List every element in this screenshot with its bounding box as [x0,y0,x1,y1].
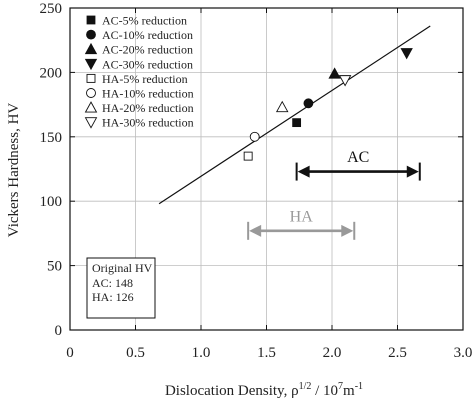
x-axis-title-sup1: 1/2 [299,381,312,392]
legend-label-ha-5pct-reduction: HA-5% reduction [102,72,188,86]
x-axis-title-sup2: 7 [338,381,343,392]
data-point-ac-10pct-reduction [303,98,314,109]
legend-marker-ac-5pct-reduction [86,15,96,25]
data-point-ac-30pct-reduction [400,48,413,60]
x-axis-title-mid: / 10 [311,383,338,399]
x-axis-title-sup3: -1 [355,381,363,392]
legend-marker-ha-10pct-reduction [86,88,96,98]
legend-marker-ha-5pct-reduction [86,73,96,83]
range-label-ha: HA [290,208,314,225]
legend-label-ac-10pct-reduction: AC-10% reduction [102,28,193,42]
range-arrowhead-left-ac [297,165,310,178]
range-arrowhead-right-ha [341,224,354,237]
info-box-frame [86,257,156,319]
y-tick-label: 50 [47,259,62,275]
legend-marker-ha-30pct-reduction [84,117,98,129]
range-label-ac: AC [347,149,369,166]
x-tick-label: 0.5 [126,345,145,361]
legend-label-ac-5pct-reduction: AC-5% reduction [102,14,187,28]
axis-ticks: 0 0.5 1.0 1.5 2.0 2.5 3.0 0 50 100 150 200 250 [40,1,473,361]
fit-line [158,25,431,205]
y-tick-label: 150 [40,130,63,146]
y-tick-label: 100 [40,194,63,210]
legend-marker-ac-30pct-reduction [84,58,98,71]
data-point-ha-30pct-reduction [338,75,352,87]
data-point-ha-20pct-reduction [275,100,289,113]
info-box-line: HA: 126 [92,290,134,304]
legend-label-ha-20pct-reduction: HA-20% reduction [102,101,194,115]
info-box-title: Original HV [92,261,153,275]
data-point-ac-5pct-reduction [292,118,302,128]
data-point-ac-20pct-reduction [328,67,341,79]
y-tick-label: 0 [55,323,63,339]
range-arrowhead-right-ac [406,165,419,178]
x-tick-label: 2.0 [323,345,342,361]
legend-marker-ac-10pct-reduction [86,29,96,40]
data-point-ha-5pct-reduction [243,151,253,161]
y-axis-title: Vickers Hardness, HV [6,103,22,238]
x-axis-title: Dislocation Density, ρ1/2 / 107m-1 [165,381,363,399]
y-tick-label: 250 [40,1,63,17]
info-box-line: AC: 148 [92,276,133,290]
x-tick-label: 0 [66,345,74,361]
fit-line-group [158,25,431,205]
y-tick-label: 200 [40,65,63,81]
legend-label-ac-30pct-reduction: AC-30% reduction [102,57,193,71]
x-tick-label: 3.0 [454,345,473,361]
legend-marker-ha-20pct-reduction [84,101,98,113]
x-tick-label: 1.0 [192,345,211,361]
legend-label-ac-20pct-reduction: AC-20% reduction [102,43,193,57]
x-axis-title-end: m [343,383,355,399]
legend-label-ha-30pct-reduction: HA-30% reduction [102,116,194,130]
legend-label-ha-10pct-reduction: HA-10% reduction [102,87,194,101]
data-point-ha-10pct-reduction [249,131,260,142]
legend-marker-ac-20pct-reduction [84,42,98,55]
range-arrowhead-left-ha [249,224,262,237]
x-tick-label: 1.5 [257,345,276,361]
x-tick-label: 2.5 [388,345,407,361]
x-axis-title-main: Dislocation Density, ρ [165,383,299,399]
data-points [243,48,413,161]
range-annotations: AC HA [247,149,421,240]
